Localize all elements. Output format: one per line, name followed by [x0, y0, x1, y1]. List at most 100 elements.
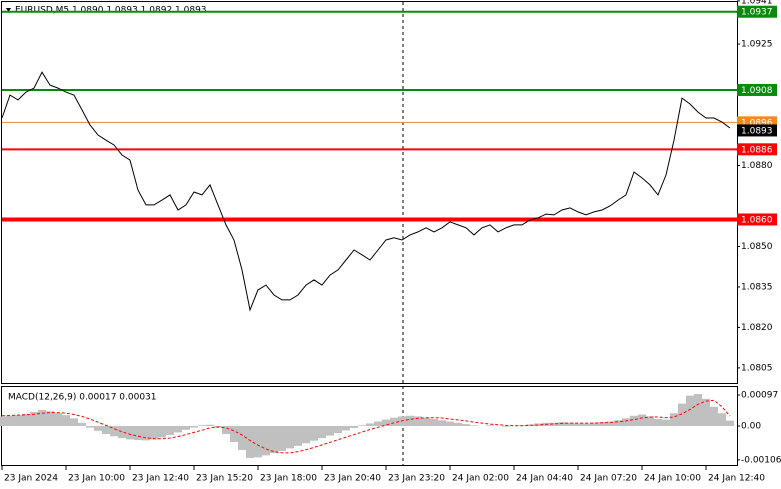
macd-bar [358, 425, 366, 426]
macd-bar [78, 422, 86, 426]
macd-bar [710, 406, 718, 426]
macd-bar [614, 420, 622, 426]
macd-bar [726, 420, 734, 426]
macd-bar [238, 426, 246, 450]
macd-bar [102, 426, 110, 434]
macd-bar [30, 411, 38, 426]
macd-bar [14, 415, 22, 426]
macd-bar [654, 418, 662, 426]
last-price-label: 1.0893 [741, 126, 773, 136]
macd-bar [254, 426, 262, 458]
macd-bar [262, 426, 270, 456]
macd-bar [206, 424, 214, 426]
macd-bar [382, 419, 390, 426]
last-price-box [737, 124, 777, 137]
macd-bar [670, 413, 678, 426]
macd-bar [118, 426, 126, 439]
macd-bar [550, 422, 558, 426]
macd-bar [38, 410, 46, 426]
x-tick-label: 23 Jan 20:40 [324, 474, 381, 484]
macd-bar [326, 426, 334, 436]
macd-bar [486, 425, 494, 426]
macd-bar [318, 426, 326, 439]
macd-bar [94, 426, 102, 431]
macd-bar [686, 395, 694, 426]
chart-title: EURUSD,M5 1.0890 1.0893 1.0892 1.0893 [15, 6, 207, 16]
level-label: 1.0896 [741, 118, 773, 128]
macd-bar [598, 422, 606, 426]
macd-bar [350, 426, 358, 428]
macd-bar [286, 426, 294, 449]
level-label-box [737, 213, 777, 226]
macd-bar [174, 426, 182, 433]
macd-bar [502, 426, 510, 427]
y-tick-label: 1.0880 [741, 161, 773, 171]
level-label-box [737, 143, 777, 156]
x-tick-label: 24 Jan 04:40 [516, 474, 573, 484]
macd-bar [646, 416, 654, 426]
macd-bar [470, 425, 478, 426]
macd-bar [374, 421, 382, 426]
x-tick-label: 24 Jan 10:00 [644, 474, 701, 484]
macd-bar [166, 426, 174, 435]
macd-title: MACD(12,26,9) 0.00017 0.00031 [8, 393, 157, 403]
x-tick-label: 24 Jan 02:00 [452, 474, 509, 484]
macd-bar [110, 426, 118, 437]
macd-bar [22, 413, 30, 426]
macd-bar [678, 403, 686, 426]
price-line [1, 71, 731, 312]
macd-bar [126, 426, 134, 440]
macd-bar [638, 414, 646, 426]
macd-bar [606, 421, 614, 426]
macd-bar [294, 426, 302, 446]
y-tick-label: 0.00097 [741, 390, 778, 400]
macd-bar [62, 415, 70, 426]
macd-bar [342, 426, 350, 431]
macd-bar [454, 422, 462, 426]
level-label: 1.0860 [741, 215, 773, 225]
price-panel-frame [1, 1, 738, 384]
symbol-marker [6, 8, 11, 12]
macd-bar [406, 415, 414, 426]
level-label: 1.0908 [741, 86, 773, 96]
y-tick-label: 1.0941 [741, 0, 773, 6]
macd-bar [6, 415, 14, 426]
macd-bar [526, 424, 534, 426]
macd-bar [582, 423, 590, 426]
macd-bar [278, 426, 286, 451]
macd-bar [630, 415, 638, 426]
macd-bar [622, 418, 630, 426]
macd-bar [190, 426, 198, 428]
macd-bar [438, 420, 446, 426]
x-tick-label: 24 Jan 07:20 [580, 474, 637, 484]
y-tick-label: 1.0925 [741, 40, 773, 50]
y-tick-label: 1.0805 [741, 363, 773, 373]
level-label-box [737, 83, 777, 96]
macd-bar [574, 423, 582, 426]
x-tick-label: 23 Jan 10:00 [68, 474, 125, 484]
x-tick-label: 23 Jan 2024 [4, 474, 58, 484]
x-tick-label: 24 Jan 12:40 [708, 474, 765, 484]
macd-bar [230, 426, 238, 442]
macd-bar [150, 426, 158, 440]
x-tick-label: 23 Jan 12:40 [132, 474, 189, 484]
macd-bar [430, 418, 438, 426]
macd-bar [0, 416, 6, 426]
level-label-box [737, 5, 777, 18]
macd-bar [270, 426, 278, 454]
macd-bar [662, 419, 670, 426]
macd-bar [446, 421, 454, 426]
macd-bar [198, 425, 206, 426]
macd-bar [302, 426, 310, 444]
macd-bar [182, 426, 190, 430]
x-tick-label: 23 Jan 23:20 [388, 474, 445, 484]
x-tick-label: 23 Jan 18:00 [260, 474, 317, 484]
y-tick-label: 0.00 [741, 422, 761, 432]
level-label: 1.0937 [741, 8, 773, 18]
macd-bar [566, 422, 574, 426]
macd-bar [310, 426, 318, 441]
macd-bar [86, 426, 94, 428]
macd-bar [222, 426, 230, 434]
